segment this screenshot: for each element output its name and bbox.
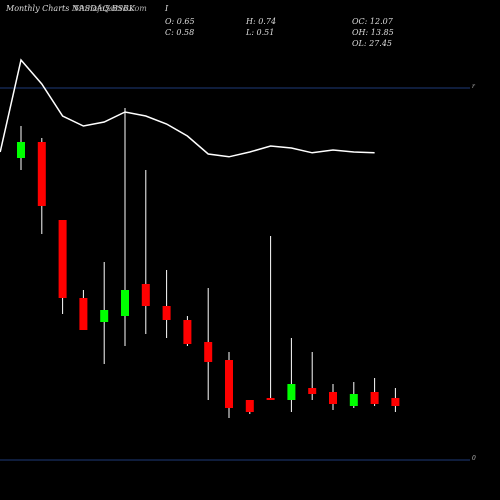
header-marker: I [165,4,169,13]
oc-label: OC: 12.07 [352,17,393,26]
moving-average-line [0,58,375,158]
candle-body [58,220,67,298]
candle-body [308,388,317,394]
ol-label: OL: 27.45 [352,39,393,48]
open-label: O: 0.65 [165,17,195,26]
candle-body [121,290,129,316]
candle-body [162,306,171,320]
candle-body [204,342,213,362]
candle-body [266,398,275,400]
candle-body [370,392,379,404]
chart-title: Monthly Charts NASDAQ:BSBK [6,4,135,13]
candle-body [287,384,296,400]
high-label: H: 0.74 [246,17,277,26]
candle-body [17,142,25,158]
candle-body [391,398,400,406]
candle-body [100,310,109,322]
low-label: L: 0.51 [246,28,275,37]
y-tick-label: 0 [472,455,476,462]
candle-body [141,284,150,306]
site-label: MunafaSutra.com [74,4,147,13]
candle-body [183,320,192,344]
candle-body [79,298,88,330]
oh-label: OH: 13.85 [352,28,394,37]
close-label: C: 0.58 [165,28,195,37]
candle-body [329,392,337,404]
candle-body [37,142,46,206]
y-tick-label: r [472,83,475,90]
candle-body [245,400,254,412]
candle-body [349,394,358,406]
candle-body [225,360,233,408]
